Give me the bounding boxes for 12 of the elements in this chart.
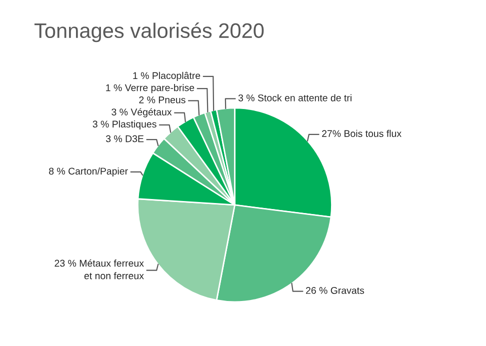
slice-label: 3 % D3E bbox=[106, 135, 144, 142]
slice-label: 3 % Stock en attente de tri bbox=[238, 94, 352, 102]
slice-label: 23 % Métaux ferreux et non ferreux bbox=[54, 259, 144, 280]
slice-label: 3 % Végétaux bbox=[112, 108, 172, 118]
slice-label: 27% Bois tous flux bbox=[322, 130, 402, 138]
slice-label: 3 % Plastiques bbox=[92, 120, 156, 130]
chart-title: Tonnages valorisés 2020 bbox=[34, 22, 264, 42]
slice-label: 2 % Pneus bbox=[139, 96, 186, 104]
slice-label: 1 % Verre pare-brise bbox=[106, 84, 194, 94]
slice-label: 1 % Placoplâtre bbox=[133, 72, 200, 81]
slice-label: 8 % Carton/Papier bbox=[49, 167, 128, 177]
slice-label: 26 % Gravats bbox=[306, 287, 364, 294]
